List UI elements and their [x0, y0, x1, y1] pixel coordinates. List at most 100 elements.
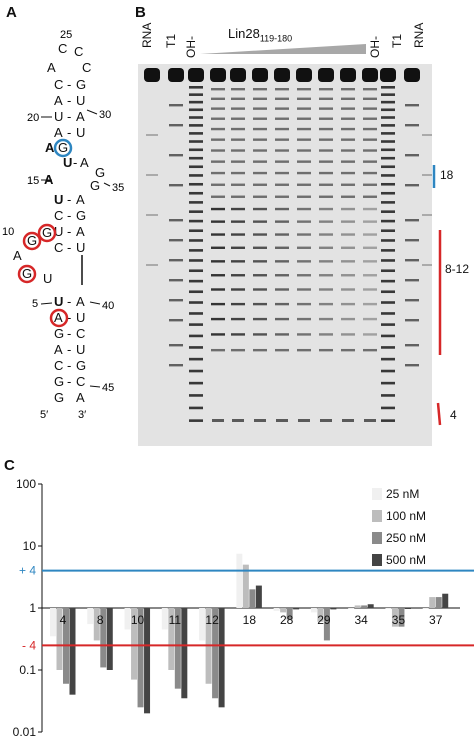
gel-band — [319, 160, 333, 163]
gel-band — [253, 171, 267, 175]
legend-label: 250 nM — [386, 531, 426, 545]
gel-band — [211, 207, 225, 211]
protein-name: Lin28 — [228, 26, 260, 41]
gel-band — [319, 246, 333, 249]
lane-label-oh: OH- — [184, 36, 198, 58]
gel-band — [189, 394, 203, 397]
bar — [174, 608, 181, 689]
gel-band — [146, 214, 158, 216]
svg-text:C: C — [76, 326, 85, 341]
bar — [124, 608, 131, 630]
svg-text:A: A — [45, 140, 55, 155]
gel-band — [189, 290, 203, 294]
gel-band — [189, 140, 203, 143]
lane-label-oh: OH- — [368, 36, 382, 58]
gel-band — [253, 107, 267, 110]
gel-band — [231, 233, 245, 236]
gel-band — [381, 148, 395, 152]
gel-band — [189, 357, 203, 361]
gel-band — [231, 195, 245, 198]
bar — [106, 608, 113, 670]
y-tick-label: 10 — [23, 539, 37, 553]
gel-band — [319, 220, 333, 223]
gel-band — [146, 264, 158, 266]
gel-band — [253, 117, 267, 120]
gel-band — [319, 274, 333, 277]
gel-band — [381, 191, 395, 195]
gel-band — [189, 124, 203, 127]
category-label: 10 — [131, 613, 145, 627]
gel-band — [275, 274, 289, 277]
gel-band — [297, 288, 311, 291]
gel-band — [231, 207, 245, 211]
gel-band — [319, 317, 333, 321]
svg-text:U: U — [76, 342, 85, 357]
gel-band — [405, 104, 419, 107]
gel-band — [275, 288, 289, 291]
gel-band — [253, 97, 267, 100]
svg-text:U: U — [76, 310, 85, 325]
bar — [161, 608, 168, 630]
protected-g-circle — [17, 264, 37, 284]
gel-band — [422, 264, 434, 266]
gel-band — [381, 86, 395, 89]
gel-band — [253, 348, 267, 352]
bar — [242, 564, 249, 608]
legend-swatch — [372, 488, 382, 500]
gel-band — [231, 302, 245, 306]
bar — [199, 608, 206, 641]
gel-band — [341, 333, 355, 336]
svg-text:A: A — [54, 310, 63, 325]
gel-band — [169, 259, 183, 262]
gel-band — [189, 86, 203, 89]
gel-band — [341, 107, 355, 110]
gel-band — [253, 183, 267, 186]
sequence-letters: C C A C C-G A-U U-A A-U A G U-A G G A U-… — [13, 41, 105, 405]
gel-band — [341, 149, 355, 152]
gel-band — [381, 334, 395, 338]
gel-band — [189, 174, 203, 177]
legend-label: 100 nM — [386, 509, 426, 523]
svg-text:A: A — [47, 60, 56, 75]
svg-text:U: U — [54, 192, 63, 207]
svg-text:C: C — [58, 41, 67, 56]
gel-band — [231, 171, 245, 175]
nt-label: 45 — [102, 382, 114, 394]
gel-band — [341, 207, 355, 211]
gel-band — [341, 171, 355, 175]
gel-band — [381, 93, 395, 96]
gel-band — [381, 381, 395, 385]
gel-band — [253, 138, 267, 141]
gel-well — [362, 68, 378, 82]
gel-band — [405, 154, 419, 157]
gel-band — [363, 127, 377, 131]
gel-band — [319, 348, 333, 352]
bracket-label-18: 18 — [440, 168, 454, 182]
svg-text:G: G — [54, 390, 64, 405]
svg-text:-: - — [67, 294, 71, 309]
gel-band — [253, 220, 267, 223]
gel-well — [340, 68, 356, 82]
bar — [69, 608, 76, 695]
bar — [218, 608, 225, 708]
gel-band — [231, 288, 245, 291]
five-prime-end: 5′ — [40, 409, 48, 421]
category-label: 28 — [280, 613, 294, 627]
gel-band — [405, 124, 419, 127]
protected-g-circle — [53, 138, 73, 158]
gel-band — [297, 117, 311, 120]
svg-text:-: - — [67, 358, 71, 373]
gel-band — [189, 108, 203, 112]
svg-text:U: U — [76, 240, 85, 255]
gel-band — [231, 97, 245, 100]
gel-band — [189, 93, 203, 96]
gel-band — [275, 138, 289, 141]
gel-band — [405, 344, 419, 347]
gel-band — [422, 174, 434, 176]
gel-band — [189, 219, 203, 223]
gel-band — [319, 288, 333, 291]
gel-band — [381, 239, 395, 242]
gel-band — [211, 260, 225, 263]
gel-band — [297, 160, 311, 163]
gel-band — [231, 160, 245, 163]
